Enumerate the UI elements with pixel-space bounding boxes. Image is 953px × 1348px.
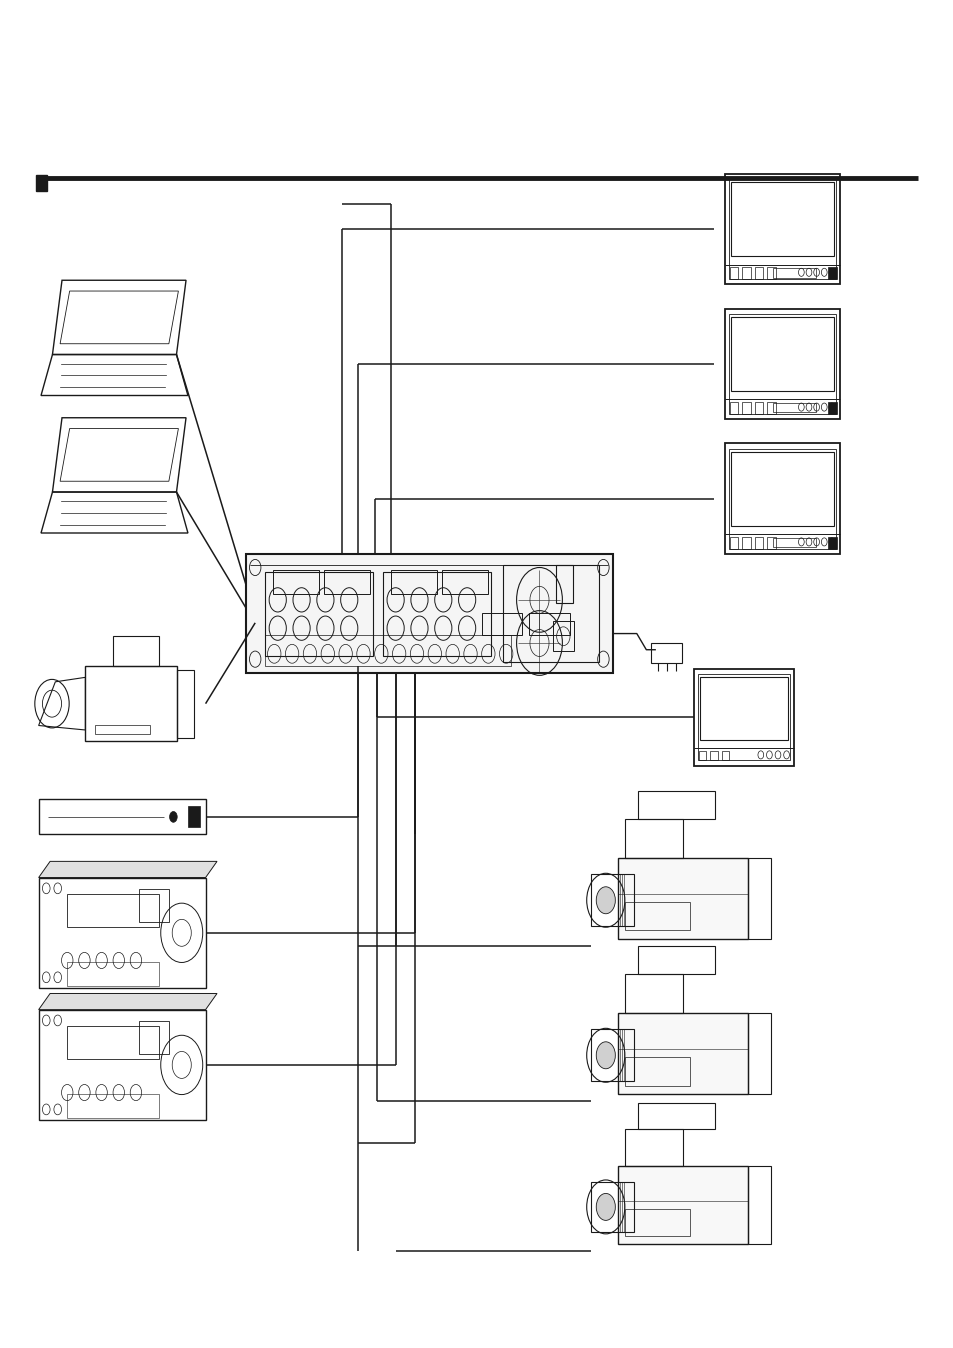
Bar <box>503 565 598 662</box>
Bar <box>728 179 835 279</box>
Bar <box>637 1103 715 1130</box>
Bar <box>624 1209 689 1236</box>
Bar <box>754 537 762 549</box>
Bar <box>67 894 159 927</box>
Bar <box>139 888 169 922</box>
Bar <box>728 449 835 549</box>
Bar <box>481 613 521 635</box>
Bar <box>246 554 612 673</box>
Bar <box>591 1182 633 1232</box>
Bar <box>624 1057 689 1085</box>
Bar <box>637 791 715 820</box>
Bar <box>38 799 205 834</box>
Bar <box>730 317 833 391</box>
Bar <box>556 565 573 603</box>
Bar <box>391 570 436 594</box>
Circle shape <box>596 887 615 914</box>
Bar <box>651 643 680 663</box>
Bar <box>730 182 833 256</box>
Bar <box>177 670 193 737</box>
Bar <box>67 1026 159 1060</box>
Bar <box>139 1020 169 1054</box>
Bar <box>747 1012 770 1093</box>
Bar <box>324 570 370 594</box>
Bar <box>553 621 574 651</box>
Bar <box>265 635 510 666</box>
Bar <box>766 402 775 414</box>
Bar <box>112 636 158 666</box>
Bar <box>624 902 689 930</box>
Bar <box>827 402 836 414</box>
Bar <box>754 267 762 279</box>
Bar <box>827 267 836 279</box>
Bar <box>591 1029 633 1081</box>
Bar <box>730 452 833 526</box>
Bar <box>747 1166 770 1243</box>
Bar <box>766 537 775 549</box>
Bar <box>724 443 839 554</box>
Bar <box>529 613 569 635</box>
Bar <box>637 946 715 975</box>
Bar <box>724 174 839 284</box>
Bar <box>694 669 793 766</box>
Bar <box>618 1166 747 1243</box>
Bar <box>94 725 150 733</box>
Bar <box>741 537 750 549</box>
Bar <box>754 402 762 414</box>
Bar <box>709 751 718 760</box>
Bar <box>741 267 750 279</box>
Bar <box>382 572 491 656</box>
Bar <box>729 402 738 414</box>
Bar <box>741 402 750 414</box>
Bar <box>724 309 839 419</box>
Bar <box>772 403 815 412</box>
Bar <box>38 1010 205 1120</box>
Circle shape <box>170 811 177 822</box>
Circle shape <box>596 1042 615 1069</box>
Bar <box>699 677 787 740</box>
Bar <box>274 570 318 594</box>
Bar <box>624 975 682 1012</box>
Bar <box>36 175 47 191</box>
Bar <box>265 572 373 656</box>
Bar <box>772 538 815 547</box>
Bar <box>766 267 775 279</box>
Bar <box>624 1130 682 1166</box>
Bar <box>729 267 738 279</box>
Bar <box>67 1093 159 1117</box>
Bar <box>698 751 705 760</box>
Bar <box>624 820 682 857</box>
Bar <box>698 674 789 760</box>
Bar <box>86 666 177 741</box>
Bar <box>747 857 770 938</box>
Bar <box>189 806 200 828</box>
Bar <box>721 751 729 760</box>
Bar <box>67 961 159 985</box>
Bar <box>729 537 738 549</box>
Bar <box>38 878 205 988</box>
Bar <box>827 537 836 549</box>
Circle shape <box>596 1193 615 1220</box>
Bar <box>591 874 633 926</box>
Polygon shape <box>38 861 216 878</box>
Bar <box>728 314 835 414</box>
Bar <box>442 570 487 594</box>
Bar <box>618 1012 747 1093</box>
Polygon shape <box>38 993 216 1010</box>
Bar <box>618 857 747 938</box>
Bar <box>772 268 815 278</box>
